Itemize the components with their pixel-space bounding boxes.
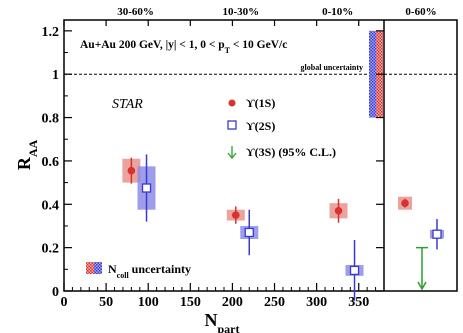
point-2s (141, 183, 152, 193)
x-tick-label: 100 (138, 295, 159, 310)
experiment-label: STAR (112, 97, 143, 112)
upper-limit-arrowhead-3s (417, 281, 427, 291)
point-2s (244, 227, 254, 238)
legend-marker-3s-head (227, 152, 237, 160)
legend-marker-1s (228, 99, 236, 107)
integrated-point-1s (401, 199, 409, 207)
system-annotation: Au+Au 200 GeV, |y| < 1, 0 < pT < 10 GeV/… (80, 39, 287, 55)
x-tick-label: 300 (306, 295, 327, 310)
y-axis-ticks: 0 0.2 0.4 0.6 0.8 1 1.2 (42, 25, 384, 300)
centrality-label: 10-30% (223, 6, 260, 18)
integrated-point-2s (432, 229, 442, 239)
x-axis-ticks: 0 50 100 150 200 250 300 350 (61, 20, 377, 310)
y-tick-label: 1 (52, 68, 59, 83)
legend: ϒ(1S) ϒ(2S) ϒ(3S) (95% C.L.) (227, 96, 336, 160)
x-tick-label: 150 (180, 295, 201, 310)
y-tick-label: 0.2 (42, 242, 60, 257)
centrality-label: 0-10% (322, 6, 353, 18)
y-tick-label: 0.8 (42, 112, 60, 127)
y-tick-label: 0.4 (42, 198, 60, 213)
y-tick-label: 0.6 (42, 155, 60, 170)
x-tick-label: 250 (264, 295, 285, 310)
legend-label-2s: ϒ(2S) (246, 119, 275, 133)
x-tick-label: 50 (99, 295, 113, 310)
x-tick-label: 200 (222, 295, 243, 310)
ncoll-legend-box-blue (94, 262, 102, 274)
x-tick-label: 0 (61, 295, 68, 310)
global-uncertainty-blue (369, 30, 376, 118)
point-1s (231, 211, 240, 219)
y-axis-title: RAA (14, 140, 40, 171)
legend-marker-2s (227, 120, 237, 130)
point-1s (334, 206, 343, 215)
centrality-label: 30-60% (117, 6, 154, 18)
point-2s (349, 265, 360, 276)
x-tick-label: 350 (348, 295, 369, 310)
centrality-labels: 30-60% 10-30% 0-10% (117, 6, 353, 18)
integrated-panel-label: 0-60% (405, 6, 436, 18)
legend-label-3s: ϒ(3S) (95% C.L.) (246, 145, 336, 159)
x-axis-title: Npart (205, 310, 240, 333)
point-1s (127, 166, 136, 175)
plot-frame (63, 19, 458, 292)
ncoll-legend-box-red (86, 262, 94, 274)
y-tick-label: 0 (52, 285, 59, 300)
ncoll-uncertainty-label: Ncoll uncertainty (108, 262, 191, 280)
y-tick-label: 1.2 (42, 25, 60, 40)
global-uncertainty-label: global uncertainty (301, 63, 363, 72)
data-points (122, 154, 444, 301)
legend-label-1s: ϒ(1S) (246, 96, 275, 110)
